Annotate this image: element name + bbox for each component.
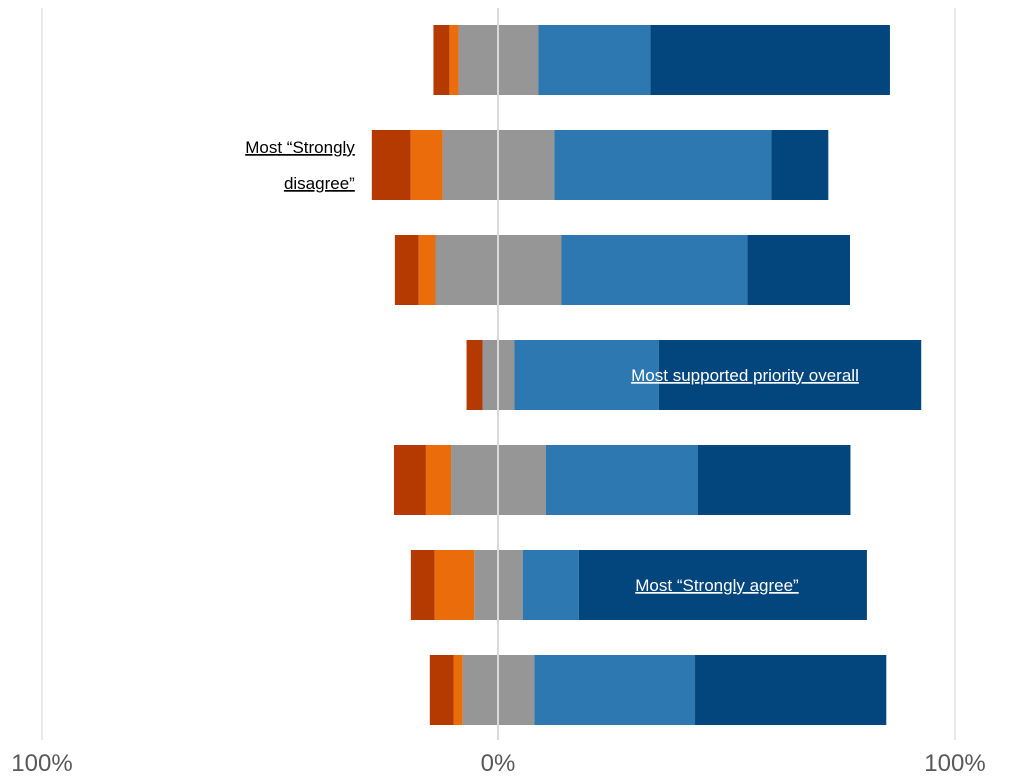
x-tick-label-left: 100% xyxy=(11,750,72,776)
annotations-group: Most “Strongly disagree” Most supported pr… xyxy=(245,138,859,595)
bar-segment-strongly-agree xyxy=(695,655,887,725)
bar-segment-strongly-agree xyxy=(771,130,829,200)
bar-segment-strongly-agree xyxy=(697,445,851,515)
annotation-line: Most “Strongly xyxy=(245,138,355,157)
bar-segment-disagree xyxy=(449,25,459,95)
bar-segment-disagree xyxy=(410,130,443,200)
annotation-label: Most “Strongly agree” xyxy=(635,576,799,595)
bar-segment-strongly-disagree xyxy=(429,655,454,725)
bar-segment-agree xyxy=(561,235,748,305)
annotation-line: disagree” xyxy=(284,174,355,193)
bar-segment-strongly-disagree xyxy=(371,130,411,200)
bar-segment-strongly-disagree xyxy=(394,235,419,305)
bar-segment-strongly-agree xyxy=(747,235,851,305)
bar-segment-strongly-disagree xyxy=(393,445,426,515)
annotation-label: Most supported priority overall xyxy=(631,366,859,385)
x-tick-label-zero: 0% xyxy=(481,750,516,776)
bar-segment-strongly-disagree xyxy=(410,550,435,620)
bar-row xyxy=(393,445,851,515)
bar-segment-agree xyxy=(534,655,696,725)
bar-row xyxy=(466,340,922,410)
bar-segment-strongly-disagree xyxy=(433,25,450,95)
bar-segment-disagree xyxy=(418,235,436,305)
bar-segment-strongly-disagree xyxy=(466,340,483,410)
bar-segment-agree xyxy=(545,445,698,515)
bars-group xyxy=(371,25,922,725)
bar-row xyxy=(371,130,829,200)
bar-segment-strongly-agree xyxy=(650,25,890,95)
annotation-label: Most “Strongly disagree” xyxy=(245,138,355,193)
bar-segment-disagree xyxy=(434,550,475,620)
bar-segment-strongly-agree xyxy=(578,550,867,620)
bar-segment-agree xyxy=(514,340,659,410)
bar-row xyxy=(394,235,851,305)
bar-row xyxy=(433,25,890,95)
bar-row xyxy=(410,550,867,620)
bar-segment-agree xyxy=(538,25,651,95)
bar-segment-disagree xyxy=(425,445,452,515)
annotation-line: Most supported priority overall xyxy=(631,366,859,385)
bar-segment-strongly-agree xyxy=(658,340,922,410)
bar-segment-agree xyxy=(522,550,579,620)
bar-segment-disagree xyxy=(453,655,463,725)
x-tick-label-right: 100% xyxy=(924,750,985,776)
bar-segment-agree xyxy=(554,130,772,200)
annotation-line: Most “Strongly agree” xyxy=(635,576,799,595)
